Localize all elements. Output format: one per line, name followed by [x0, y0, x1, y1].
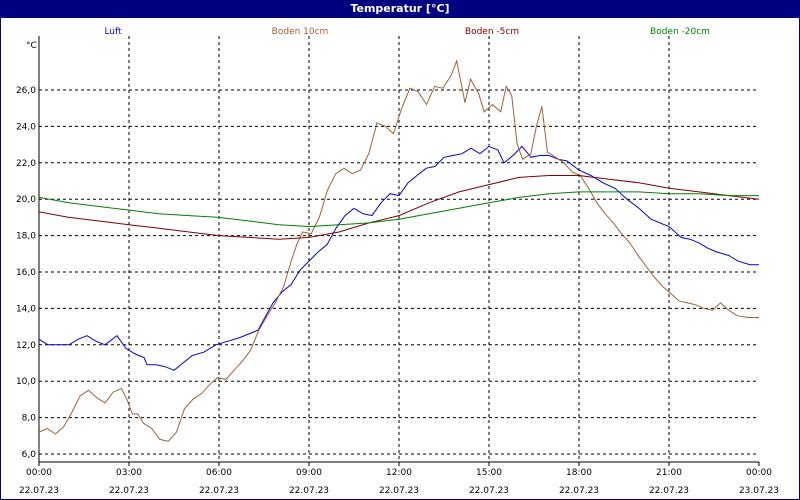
- chart-title: Temperatur [°C]: [0, 0, 800, 18]
- legend-entry: Boden -5cm: [465, 27, 519, 37]
- x-tick-date: 22.07.23: [379, 486, 419, 496]
- x-tick-date: 22.07.23: [289, 486, 329, 496]
- y-tick-label: 16,0: [16, 268, 36, 278]
- x-tick-time: 21:00: [656, 468, 682, 478]
- x-tick-time: 15:00: [476, 468, 502, 478]
- y-tick-label: 10,0: [16, 377, 36, 387]
- x-tick-date: 22.07.23: [19, 486, 59, 496]
- axes: 6,0 8,0 10,0 12,0 14,0 16,0 18,0 20,0 22,0 24,0 26…: [16, 36, 779, 496]
- series-line-boden-10cm: [39, 59, 759, 442]
- x-tick-date: 22.07.23: [559, 486, 599, 496]
- x-tick-time: 00:00: [746, 468, 772, 478]
- x-tick-time: 06:00: [206, 468, 232, 478]
- x-tick-time: 12:00: [386, 468, 412, 478]
- x-tick-time: 00:00: [26, 468, 52, 478]
- legend: Luft Boden 10cm Boden -5cm Boden -20cm: [104, 27, 710, 37]
- x-tick-date: 22.07.23: [469, 486, 509, 496]
- x-tick-date: 22.07.23: [109, 486, 149, 496]
- series-lines: [39, 59, 759, 442]
- y-tick-label: 18,0: [16, 232, 36, 242]
- x-tick-time: 03:00: [116, 468, 142, 478]
- x-tick-time: 18:00: [566, 468, 592, 478]
- x-tick-date: 22.07.23: [199, 486, 239, 496]
- legend-entry: Boden 10cm: [272, 27, 329, 37]
- series-line-luft: [39, 145, 759, 371]
- y-tick-label: 12,0: [16, 341, 36, 351]
- series-line-boden-5cm: [39, 175, 759, 240]
- y-tick-label: 20,0: [16, 195, 36, 205]
- y-unit-label: °C: [26, 41, 37, 51]
- y-tick-label: 22,0: [16, 159, 36, 169]
- y-tick-label: 14,0: [16, 304, 36, 314]
- legend-entry: Luft: [104, 27, 122, 37]
- y-tick-label: 6,0: [22, 450, 37, 460]
- y-tick-label: 26,0: [16, 86, 36, 96]
- x-tick-date: 23.07.23: [739, 486, 779, 496]
- x-tick-date: 22.07.23: [649, 486, 689, 496]
- y-tick-label: 8,0: [22, 414, 37, 424]
- series-line-boden-20cm: [39, 191, 759, 228]
- y-tick-label: 24,0: [16, 122, 36, 132]
- x-tick-time: 09:00: [296, 468, 322, 478]
- legend-entry: Boden -20cm: [650, 27, 710, 37]
- grid: [39, 36, 759, 462]
